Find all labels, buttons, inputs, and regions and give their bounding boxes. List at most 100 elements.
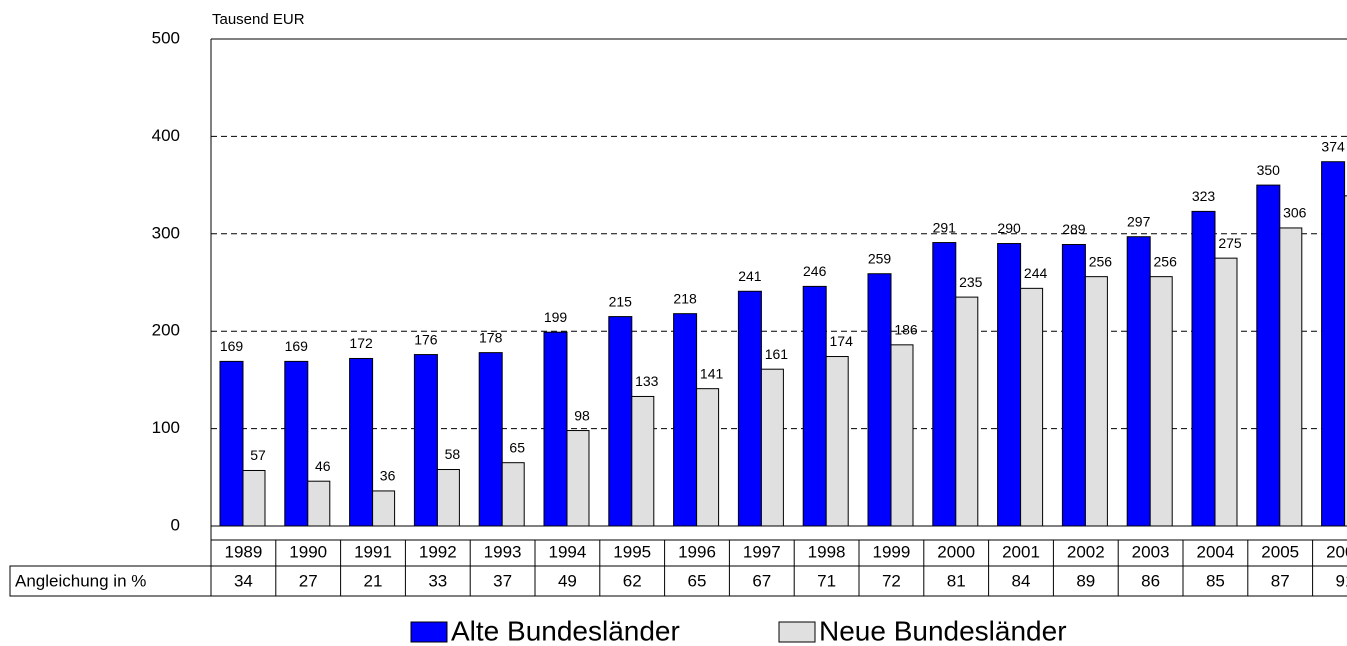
data-label: 235 [959,274,983,290]
data-label: 290 [997,220,1021,236]
bar [1149,276,1173,527]
table-row-label: Angleichung in % [15,571,146,590]
data-label: 36 [380,468,396,484]
data-label: 306 [1283,205,1307,221]
data-label: 275 [1218,235,1242,251]
table-cell: 91 [1336,571,1347,590]
bar [1084,276,1108,527]
data-label: 133 [635,373,659,389]
table-cell: 72 [882,571,901,590]
data-label: 46 [315,458,331,474]
bar [372,490,396,527]
bar [890,344,914,527]
y-axis-label: Tausend EUR [212,11,305,28]
bar [1279,227,1303,527]
bar [608,316,633,527]
data-label: 57 [250,447,266,463]
table-cell: 87 [1271,571,1290,590]
data-label: 246 [803,263,827,279]
table-cell: 85 [1206,571,1225,590]
data-label: 176 [414,331,438,347]
data-label: 161 [765,346,789,362]
data-label: 141 [700,365,724,381]
bar [825,356,849,527]
x-tick-label: 2003 [1132,542,1170,561]
bar [867,273,892,527]
bar [307,480,331,527]
bar [1256,184,1281,527]
data-label: 174 [830,333,854,349]
bar [955,296,979,527]
bar [478,352,503,527]
data-label: 374 [1321,138,1345,154]
bar [1020,287,1044,527]
data-label: 323 [1192,188,1216,204]
bar [696,388,720,527]
bar [566,430,590,527]
table-cell: 71 [817,571,836,590]
table-cell: 21 [364,571,383,590]
table-cell: 65 [688,571,707,590]
bar [631,395,655,527]
x-tick-label: 1998 [808,542,846,561]
data-label: 291 [933,219,957,235]
bar [1126,236,1151,527]
bar [242,469,266,527]
data-label: 350 [1257,162,1281,178]
data-label: 241 [738,268,762,284]
bar [760,368,784,527]
bar [802,285,827,527]
bar [1061,244,1086,527]
y-tick-label: 500 [152,28,180,47]
data-label: 58 [445,446,461,462]
x-tick-label: 1999 [872,542,910,561]
y-tick-label: 0 [171,515,180,534]
bar [349,357,374,527]
legend-label: Neue Bundesländer [819,615,1067,646]
data-label: 199 [544,309,568,325]
x-tick-label: 1992 [419,542,457,561]
legend-swatch [410,621,448,643]
table-cell: 67 [752,571,771,590]
bar [1321,161,1346,527]
legend-label: Alte Bundesländer [451,615,680,646]
data-label: 244 [1024,265,1048,281]
legend-swatch [778,621,816,643]
bar [413,354,438,527]
data-label: 256 [1154,253,1178,269]
data-label: 297 [1127,213,1151,229]
table-cell: 37 [493,571,512,590]
x-tick-label: 1996 [678,542,716,561]
data-label: 289 [1062,221,1086,237]
bar [436,469,460,527]
table-cell: 84 [1012,571,1031,590]
data-label: 178 [479,329,503,345]
data-label: 215 [609,293,633,309]
data-label: 172 [349,335,373,351]
bar [219,360,244,527]
data-label: 256 [1089,253,1113,269]
bar [543,331,568,527]
table-cell: 34 [234,571,253,590]
bar [1344,195,1347,527]
x-tick-label: 1990 [289,542,327,561]
data-label: 98 [574,407,590,423]
bar [997,243,1022,527]
table-cell: 62 [623,571,642,590]
data-label: 169 [220,338,244,354]
table-cell: 89 [1076,571,1095,590]
x-tick-label: 2005 [1261,542,1299,561]
y-tick-label: 300 [152,223,180,242]
table-cell: 49 [558,571,577,590]
bar [673,313,698,527]
table-cell: 81 [947,571,966,590]
data-label: 259 [868,250,892,266]
x-tick-label: 2006 [1326,542,1347,561]
bar [932,242,957,527]
x-tick-label: 1995 [613,542,651,561]
x-tick-label: 2002 [1067,542,1105,561]
y-tick-label: 400 [152,126,180,145]
bar [1214,257,1238,527]
x-tick-label: 1993 [484,542,522,561]
